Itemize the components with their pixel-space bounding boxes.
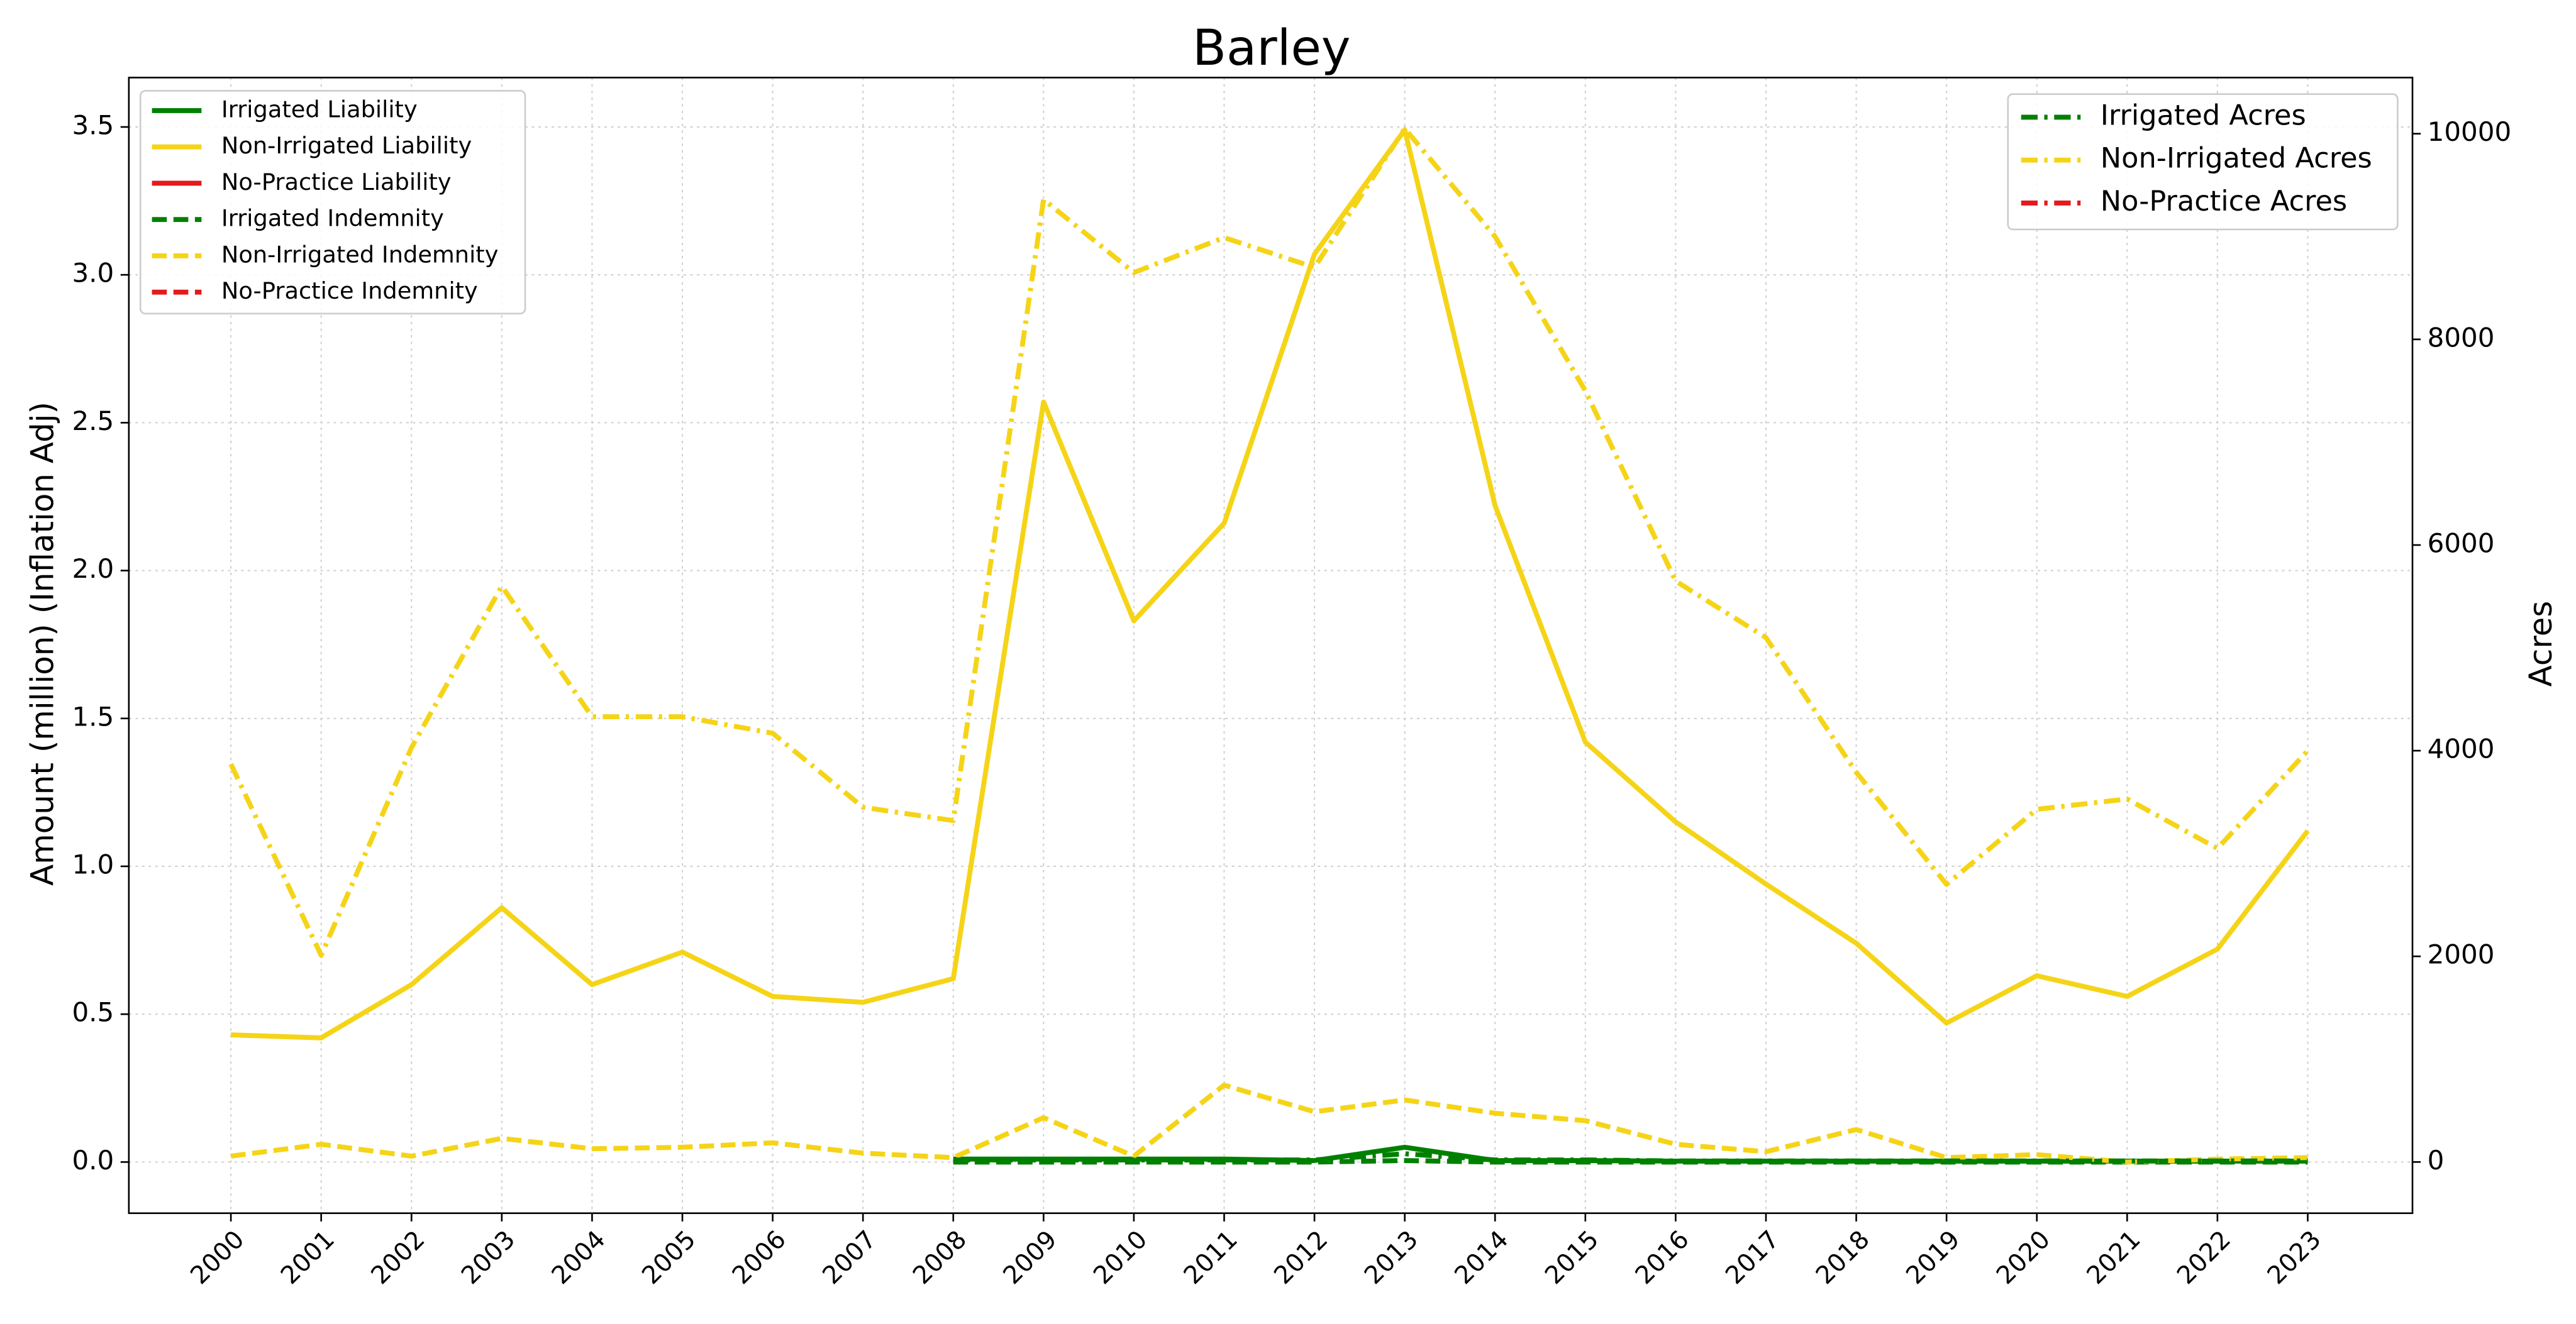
x-tick-label: 2012 xyxy=(1269,1225,1333,1289)
y-tick-label: 2.0 xyxy=(72,553,114,584)
x-tick-label: 2018 xyxy=(1810,1225,1875,1289)
series-line xyxy=(953,1151,2308,1164)
grid xyxy=(128,77,2412,1213)
y2-tick-label: 0 xyxy=(2428,1145,2445,1176)
legend-label: Non-Irrigated Liability xyxy=(221,132,472,159)
x-tick-label: 2011 xyxy=(1178,1225,1243,1289)
x-tick-label: 2014 xyxy=(1449,1225,1514,1289)
plot-frame xyxy=(128,77,2414,1215)
x-tick-label: 2022 xyxy=(2172,1225,2236,1289)
legend-label: Irrigated Indemnity xyxy=(221,205,444,232)
x-tick-label: 2013 xyxy=(1359,1225,1424,1289)
y2-tick-label: 10000 xyxy=(2428,116,2512,147)
legend-label: No-Practice Acres xyxy=(2101,185,2347,218)
y2-tick-label: 4000 xyxy=(2428,734,2495,764)
legend-label: Irrigated Acres xyxy=(2101,99,2306,131)
x-tick-label: 2007 xyxy=(817,1225,882,1289)
series-line xyxy=(230,1083,2308,1165)
legend-label: No-Practice Liability xyxy=(221,168,452,196)
y2-tick-label: 6000 xyxy=(2428,527,2495,558)
x-tick-label: 2002 xyxy=(365,1225,430,1289)
legend-label: Non-Irrigated Acres xyxy=(2101,142,2372,175)
x-tick-label: 2021 xyxy=(2081,1225,2146,1289)
x-tick-label: 2003 xyxy=(456,1225,521,1289)
x-tick-label: 2023 xyxy=(2262,1225,2326,1289)
x-tick-label: 2020 xyxy=(1991,1225,2056,1289)
legend: Irrigated Liability Non-Irrigated Liabili… xyxy=(152,96,2372,304)
x-tick-label: 2008 xyxy=(908,1225,972,1289)
y-tick-label: 3.5 xyxy=(72,109,114,140)
legend-box xyxy=(139,90,526,315)
x-tick-label: 2004 xyxy=(546,1225,611,1289)
y-tick-label: 1.5 xyxy=(72,701,114,732)
lines xyxy=(228,126,2310,1165)
chart-title: Barley xyxy=(1192,19,1351,77)
legend-label: No-Practice Indemnity xyxy=(221,277,478,304)
x-tick-label: 2000 xyxy=(185,1225,250,1289)
x-tick-label: 2010 xyxy=(1088,1225,1153,1289)
x-tick-label: 2009 xyxy=(997,1225,1062,1289)
y-tick-label: 1.0 xyxy=(72,849,114,880)
x-tick-label: 2001 xyxy=(275,1225,340,1289)
y-axis-label: Amount (million) (Inflation Adj) xyxy=(24,402,60,886)
x-tick-label: 2019 xyxy=(1901,1225,1965,1289)
y-tick-label: 2.5 xyxy=(72,405,114,436)
y-tick-label: 0.5 xyxy=(72,997,114,1028)
series-line xyxy=(230,127,2310,1040)
x-tick-label: 2016 xyxy=(1629,1225,1694,1289)
y-tick-label: 0.0 xyxy=(72,1145,114,1176)
x-tick-label: 2017 xyxy=(1720,1225,1785,1289)
legend-label: Irrigated Liability xyxy=(221,96,418,123)
y-tick-label: 3.0 xyxy=(72,258,114,289)
legend2-box xyxy=(2007,93,2399,231)
y2-tick-label: 8000 xyxy=(2428,322,2495,353)
x-tick-label: 2006 xyxy=(726,1225,791,1289)
series-line xyxy=(228,126,2310,958)
x-tick-label: 2005 xyxy=(636,1225,701,1289)
legend-label: Non-Irrigated Indemnity xyxy=(221,241,499,268)
y2-tick-label: 2000 xyxy=(2428,939,2495,970)
y2-axis-label: Acres xyxy=(2523,601,2559,687)
x-tick-label: 2015 xyxy=(1540,1225,1604,1289)
